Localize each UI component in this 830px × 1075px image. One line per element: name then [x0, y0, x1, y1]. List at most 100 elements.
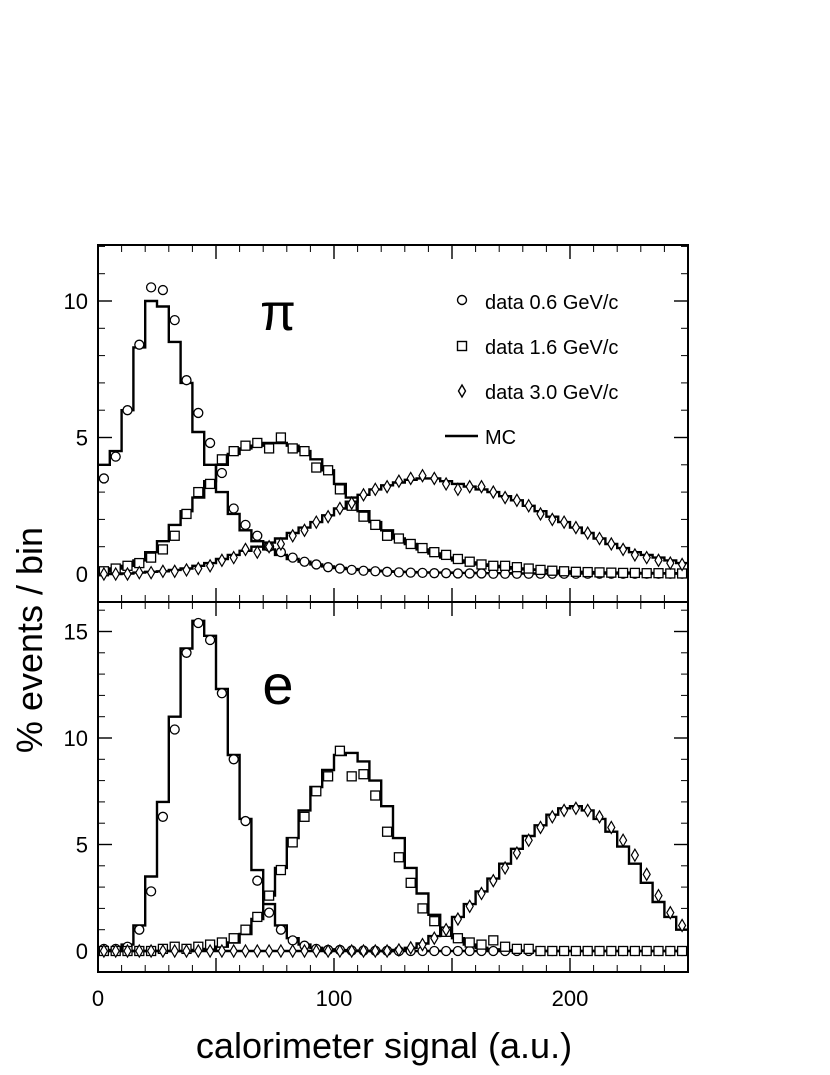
data-point-1p6	[665, 945, 676, 957]
data-point-3p0	[241, 542, 250, 557]
data-point-3p0	[548, 809, 557, 825]
data-point-3p0	[264, 943, 274, 959]
data-point-0p6	[346, 564, 357, 576]
y-tick-label: 0	[76, 562, 88, 587]
data-point-3p0	[288, 943, 297, 959]
data-point-1p6	[263, 443, 275, 454]
data-point-1p6	[617, 567, 629, 579]
data-point-3p0	[264, 539, 274, 554]
data-point-3p0	[500, 860, 510, 876]
data-point-3p0	[158, 564, 168, 579]
data-point-1p6	[417, 542, 428, 554]
data-point-1p6	[405, 877, 416, 888]
data-point-1p6	[287, 443, 298, 454]
data-point-3p0	[536, 820, 545, 835]
data-point-3p0	[489, 484, 498, 500]
data-point-3p0	[630, 547, 640, 563]
data-point-3p0	[229, 550, 238, 565]
data-point-1p6	[240, 440, 251, 451]
data-point-1p6	[499, 941, 511, 952]
data-point-3p0	[323, 509, 333, 524]
data-point-1p6	[334, 484, 346, 495]
legend-marker-circle	[456, 294, 468, 306]
data-point-1p6	[252, 437, 263, 449]
x-tick-label: 0	[92, 986, 104, 1011]
data-point-1p6	[653, 568, 664, 579]
data-point-3p0	[465, 479, 474, 494]
data-point-3p0	[194, 561, 203, 576]
data-point-3p0	[135, 565, 144, 580]
legend-label-0: data 0.6 GeV/c	[485, 292, 618, 314]
panel-electron: 0 5 10 15 e	[64, 601, 689, 973]
data-point-1p6	[547, 945, 558, 957]
data-point-3p0	[123, 943, 132, 959]
data-point-3p0	[382, 943, 392, 959]
y-tick-label: 5	[76, 833, 88, 858]
data-point-0p6	[334, 563, 346, 574]
data-point-1p6	[299, 811, 310, 822]
data-point-1p6	[346, 771, 357, 782]
data-point-0p6	[228, 503, 239, 514]
data-point-3p0	[158, 943, 168, 959]
data-point-3p0	[276, 536, 286, 552]
data-point-3p0	[347, 943, 356, 959]
data-point-0p6	[204, 437, 216, 449]
data-point-3p0	[347, 495, 356, 511]
data-point-0p6	[216, 467, 228, 479]
data-point-1p6	[311, 786, 322, 797]
data-point-0p6	[476, 568, 487, 579]
data-point-1p6	[464, 937, 475, 948]
data-point-0p6	[488, 945, 499, 957]
data-point-3p0	[571, 801, 581, 816]
data-point-3p0	[642, 550, 651, 565]
data-point-1p6	[499, 560, 511, 571]
legend-label-2: data 3.0 GeV/c	[485, 382, 618, 404]
data-point-3p0	[618, 542, 628, 557]
data-point-0p6	[169, 724, 180, 735]
data-point-0p6	[370, 566, 381, 577]
data-point-0p6	[134, 339, 145, 350]
data-point-3p0	[477, 886, 486, 901]
data-point-3p0	[312, 514, 321, 530]
data-point-1p6	[429, 547, 440, 558]
data-point-1p6	[370, 790, 381, 801]
data-point-0p6	[157, 811, 169, 822]
data-point-0p6	[204, 634, 216, 646]
data-point-0p6	[358, 565, 369, 576]
data-point-1p6	[606, 945, 617, 957]
data-point-1p6	[311, 462, 322, 473]
data-point-3p0	[430, 931, 439, 946]
data-point-1p6	[535, 945, 546, 957]
data-point-3p0	[441, 476, 451, 492]
y-tick-label: 5	[76, 426, 88, 451]
data-point-1p6	[299, 445, 310, 457]
data-point-0p6	[287, 552, 298, 563]
data-point-3p0	[441, 922, 451, 937]
data-point-1p6	[582, 566, 593, 578]
y-tick-label: 10	[64, 726, 88, 751]
data-point-3p0	[123, 566, 132, 582]
data-point-3p0	[630, 847, 640, 863]
data-point-0p6	[134, 924, 145, 935]
data-point-1p6	[216, 454, 228, 465]
data-point-1p6	[440, 549, 452, 561]
data-point-3p0	[111, 566, 120, 582]
data-point-3p0	[217, 553, 227, 568]
data-point-3p0	[607, 536, 616, 552]
data-point-3p0	[288, 528, 297, 543]
data-point-0p6	[452, 568, 464, 579]
data-point-1p6	[676, 945, 688, 957]
data-point-0p6	[240, 815, 251, 827]
data-point-3p0	[146, 565, 156, 580]
data-point-3p0	[312, 943, 321, 959]
x-axis-label: calorimeter signal (a.u.)	[196, 1025, 572, 1066]
data-point-1p6	[547, 565, 558, 576]
data-point-3p0	[418, 937, 427, 952]
data-point-1p6	[287, 837, 298, 848]
data-point-1p6	[370, 519, 381, 531]
data-point-3p0	[335, 501, 345, 516]
data-point-0p6	[275, 924, 287, 935]
data-point-1p6	[452, 933, 464, 944]
data-point-1p6	[358, 769, 369, 780]
mc-histogram	[98, 619, 688, 953]
